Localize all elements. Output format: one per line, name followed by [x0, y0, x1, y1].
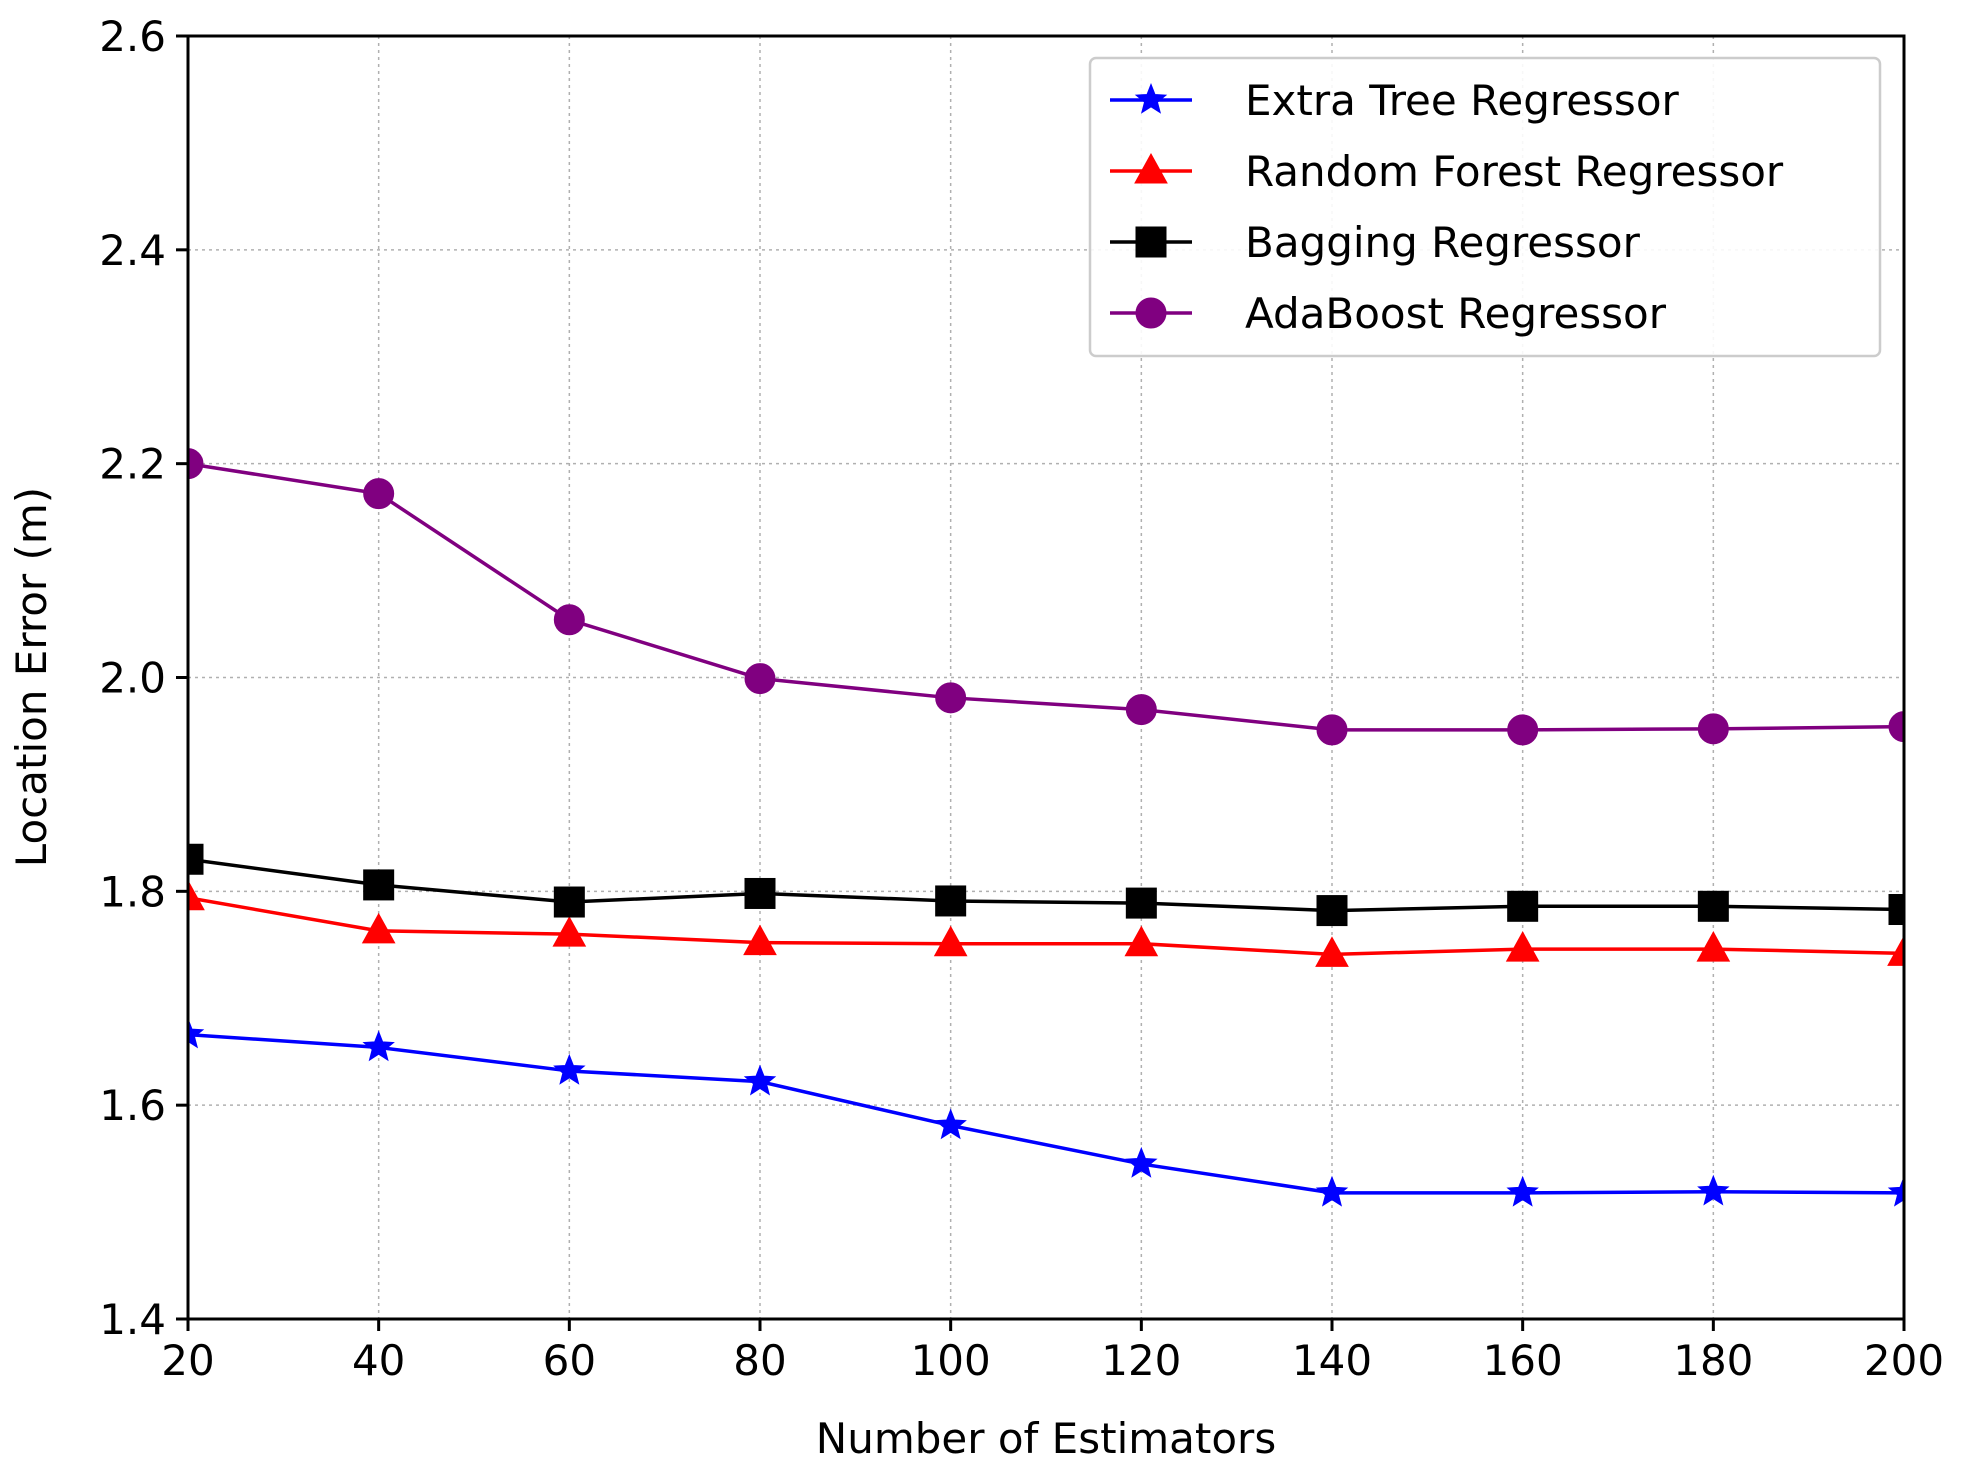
legend-item: Extra Tree Regressor	[1110, 76, 1680, 125]
data-point	[1887, 1175, 1904, 1207]
data-point	[744, 663, 776, 695]
data-point	[553, 886, 585, 918]
legend: Extra Tree Regressor Random Forest Regres…	[1088, 56, 1882, 358]
y-tick-label: 1.8	[99, 867, 166, 916]
data-point	[1507, 714, 1539, 746]
legend-label: AdaBoost Regressor	[1245, 289, 1667, 338]
data-point	[363, 478, 395, 510]
data-point	[934, 1108, 967, 1140]
legend-marker	[1135, 297, 1167, 329]
data-point	[935, 682, 967, 714]
series-line	[188, 1032, 1904, 1195]
data-point	[1316, 714, 1348, 746]
data-point	[188, 843, 204, 875]
data-point	[553, 604, 585, 636]
data-point	[1316, 895, 1348, 927]
data-point	[1125, 887, 1157, 919]
y-axis-label: Location Error (m)	[7, 487, 56, 867]
data-point	[1125, 1146, 1158, 1178]
axis-ticks: 20 40 60 80 100 120 140 160 180 200 1.4 1.6 1.8 2.0 2.…	[99, 12, 1944, 1385]
legend-label: Random Forest Regressor	[1245, 147, 1784, 196]
x-tick-label: 200	[1864, 1336, 1944, 1385]
data-point	[1315, 1175, 1349, 1207]
data-point	[743, 1064, 777, 1096]
legend-marker	[1135, 226, 1167, 258]
x-tick-label: 60	[543, 1336, 596, 1385]
data-point	[188, 448, 204, 480]
x-tick-label: 140	[1292, 1336, 1372, 1385]
y-tick-label: 2.0	[99, 654, 166, 703]
y-tick-label: 2.2	[99, 440, 166, 489]
x-tick-label: 20	[161, 1336, 214, 1385]
data-point	[552, 916, 587, 947]
legend-marker	[1134, 152, 1168, 184]
data-point	[553, 1053, 586, 1085]
data-point	[1697, 713, 1729, 745]
data-point	[1697, 1174, 1730, 1206]
data-point	[1887, 935, 1904, 966]
legend-marker	[1134, 82, 1168, 114]
legend-box	[1088, 56, 1882, 358]
data-point	[1505, 931, 1540, 962]
y-tick-label: 1.6	[99, 1081, 166, 1130]
x-tick-label: 80	[733, 1336, 786, 1385]
data-point	[188, 879, 205, 911]
data-point	[1315, 936, 1349, 967]
series-line	[188, 896, 1904, 957]
series-layer	[188, 448, 1904, 1207]
data-point	[188, 1017, 205, 1049]
series-bagging-regressor	[188, 843, 1904, 927]
x-tick-label: 40	[352, 1336, 405, 1385]
series-adaboost-regressor	[188, 448, 1904, 746]
series-line	[188, 857, 1904, 913]
data-point	[935, 885, 967, 917]
legend-label: Extra Tree Regressor	[1245, 76, 1680, 125]
data-point	[933, 925, 968, 957]
data-point	[744, 877, 776, 909]
data-point	[1888, 894, 1904, 926]
data-point	[743, 924, 777, 956]
x-tick-label: 160	[1483, 1336, 1563, 1385]
data-point	[1506, 1175, 1539, 1207]
legend-label: Bagging Regressor	[1245, 218, 1641, 267]
y-tick-label: 2.6	[99, 12, 166, 61]
series-line	[188, 461, 1904, 732]
y-tick-label: 2.4	[99, 226, 166, 275]
data-point	[1697, 890, 1729, 922]
data-point	[363, 869, 395, 901]
data-point	[1124, 925, 1159, 957]
data-point	[1696, 931, 1731, 962]
data-point	[1507, 890, 1539, 922]
data-point	[1888, 711, 1904, 743]
data-point	[362, 1030, 395, 1062]
data-point	[1125, 694, 1157, 726]
series-random-forest-regressor	[188, 879, 1904, 967]
data-point	[361, 912, 396, 944]
y-tick-label: 1.4	[99, 1295, 166, 1344]
x-tick-label: 180	[1673, 1336, 1753, 1385]
x-tick-label: 120	[1101, 1336, 1181, 1385]
series-extra-tree-regressor	[188, 1017, 1904, 1207]
legend-item: Bagging Regressor	[1110, 218, 1641, 267]
legend-item: AdaBoost Regressor	[1110, 289, 1667, 338]
x-tick-label: 100	[911, 1336, 991, 1385]
legend-item: Random Forest Regressor	[1110, 147, 1784, 196]
x-axis-label: Number of Estimators	[816, 1414, 1276, 1463]
